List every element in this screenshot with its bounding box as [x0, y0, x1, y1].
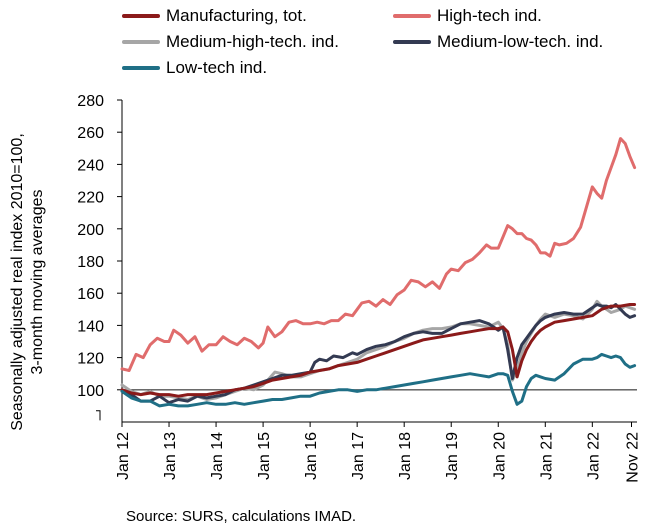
legend-swatch [393, 14, 431, 18]
series-lines [120, 137, 637, 408]
source-note: Source: SURS, calculations IMAD. [126, 508, 357, 525]
y-axis-title: Seasonally adjusted real index 2010=100,… [9, 133, 46, 431]
legend-label: Low-tech ind. [166, 58, 268, 77]
x-tick-label: Jan 16 [303, 432, 320, 480]
x-tick-label: Jan 17 [350, 432, 367, 480]
legend-label: Manufacturing, tot. [166, 6, 307, 25]
legend-swatch [122, 14, 160, 18]
x-tick-label: Jan 14 [209, 432, 226, 480]
series-line-low-tech-ind [120, 352, 637, 408]
y-tick-label: 160 [77, 286, 104, 303]
series-line-medium-low-tech-ind [120, 303, 637, 405]
y-tick-label: 260 [77, 125, 104, 142]
axes [96, 100, 637, 423]
legend-item-high-tech: High-tech ind. [393, 6, 542, 26]
y-tick-label: 280 [77, 93, 104, 110]
series-line-high-tech-ind [120, 137, 637, 372]
x-tick-label: Jan 12 [115, 432, 132, 480]
y-tick-label: 200 [77, 222, 104, 239]
y-tick-label: 120 [77, 351, 104, 368]
x-tick-label: Jan 22 [585, 432, 602, 480]
y-tick-labels: 100 120 140 160 180 200 220 240 260 280 [77, 93, 122, 400]
legend-label: High-tech ind. [437, 6, 542, 25]
legend-swatch [122, 40, 160, 44]
axis-break-mark [96, 410, 101, 421]
legend-item-medium-low-tech: Medium-low-tech. ind. [393, 32, 603, 52]
y-axis-title-line1: Seasonally adjusted real index 2010=100, [9, 133, 26, 431]
y-tick-label: 240 [77, 157, 104, 174]
y-axis-title-line2: 3-month moving averages [29, 190, 46, 375]
legend-label: Medium-low-tech. ind. [437, 32, 604, 51]
x-tick-labels: Jan 12 Jan 13 Jan 14 Jan 15 Jan 16 Jan 17 Jan … [115, 422, 641, 483]
x-tick-label: Nov 22 [624, 432, 641, 483]
x-tick-label: Jan 15 [256, 432, 273, 480]
x-tick-label: Jan 20 [491, 432, 508, 480]
y-tick-label: 220 [77, 190, 104, 207]
legend-label: Medium-high-tech. ind. [166, 32, 339, 51]
series-line-manufacturing-tot [120, 303, 637, 398]
y-tick-label: 180 [77, 254, 104, 271]
series-line-medium-high-tech-ind [120, 299, 637, 401]
legend-swatch [393, 40, 431, 44]
legend-swatch [122, 66, 160, 70]
x-tick-label: Jan 13 [162, 432, 179, 480]
legend-item-low-tech: Low-tech ind. [122, 58, 267, 78]
y-tick-label: 140 [77, 318, 104, 335]
x-tick-label: Jan 19 [444, 432, 461, 480]
legend-item-medium-high-tech: Medium-high-tech. ind. [122, 32, 339, 52]
x-tick-label: Jan 18 [397, 432, 414, 480]
legend-item-manufacturing: Manufacturing, tot. [122, 6, 307, 26]
y-tick-label: 100 [77, 383, 104, 400]
x-tick-label: Jan 21 [538, 432, 555, 480]
